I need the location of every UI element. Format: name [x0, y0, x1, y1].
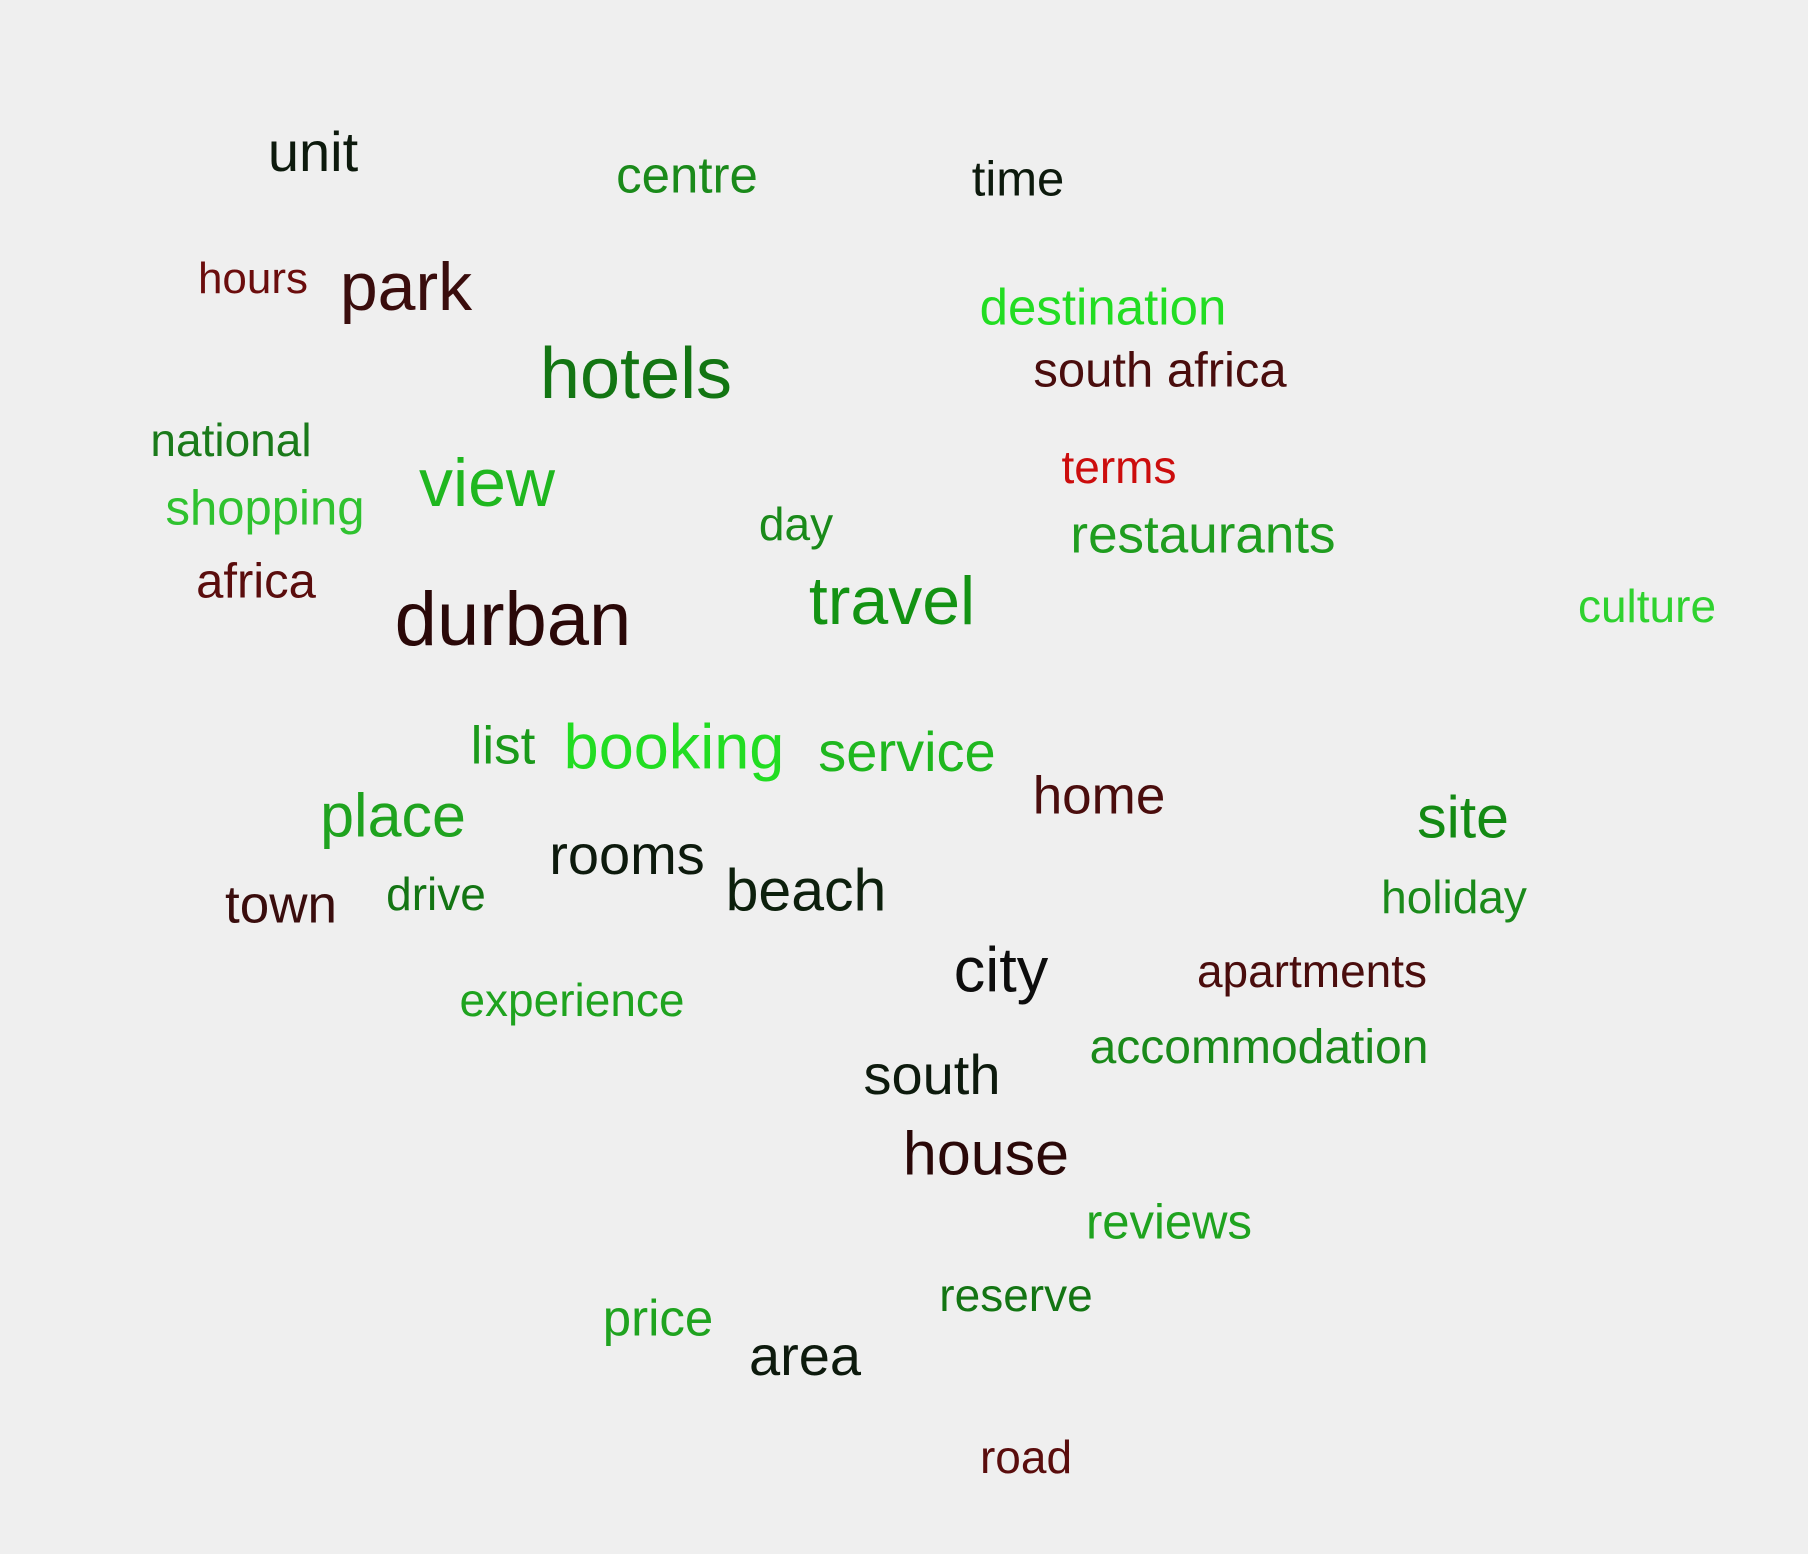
word-place: place	[320, 781, 466, 850]
word-rooms: rooms	[549, 823, 705, 886]
word-durban: durban	[394, 577, 632, 662]
word-road: road	[979, 1431, 1073, 1483]
word-site: site	[1417, 784, 1509, 851]
word-price: price	[602, 1289, 714, 1347]
word-unit: unit	[267, 120, 359, 183]
word-travel: travel	[808, 563, 976, 639]
word-experience: experience	[459, 974, 685, 1026]
word-hotels: hotels	[539, 334, 733, 414]
word-service: service	[818, 720, 996, 783]
word-list: list	[470, 716, 536, 776]
word-hours: hours	[197, 254, 309, 303]
word-reviews: reviews	[1085, 1195, 1253, 1250]
word-apartments: apartments	[1196, 945, 1428, 997]
word-time: time	[971, 152, 1065, 207]
word-shopping: shopping	[165, 481, 365, 536]
word-booking: booking	[563, 712, 785, 783]
word-reserve: reserve	[939, 1269, 1093, 1321]
word-park: park	[339, 249, 473, 325]
word-south-africa: south africa	[1033, 343, 1287, 398]
word-home: home	[1032, 766, 1166, 826]
word-accommodation: accommodation	[1089, 1021, 1429, 1074]
word-terms: terms	[1061, 441, 1177, 493]
word-south: south	[863, 1043, 1001, 1106]
word-beach: beach	[725, 857, 887, 924]
word-destination: destination	[979, 278, 1227, 336]
word-africa: africa	[196, 554, 316, 609]
word-national: national	[150, 414, 312, 466]
word-view: view	[418, 445, 556, 521]
word-drive: drive	[386, 868, 486, 920]
word-area: area	[748, 1324, 862, 1387]
word-town: town	[225, 875, 337, 935]
word-centre: centre	[616, 146, 758, 204]
word-culture: culture	[1577, 580, 1717, 632]
word-day: day	[758, 498, 834, 550]
word-holiday: holiday	[1381, 871, 1527, 923]
word-house: house	[902, 1119, 1070, 1188]
word-restaurants: restaurants	[1070, 505, 1336, 565]
word-city: city	[953, 935, 1049, 1006]
